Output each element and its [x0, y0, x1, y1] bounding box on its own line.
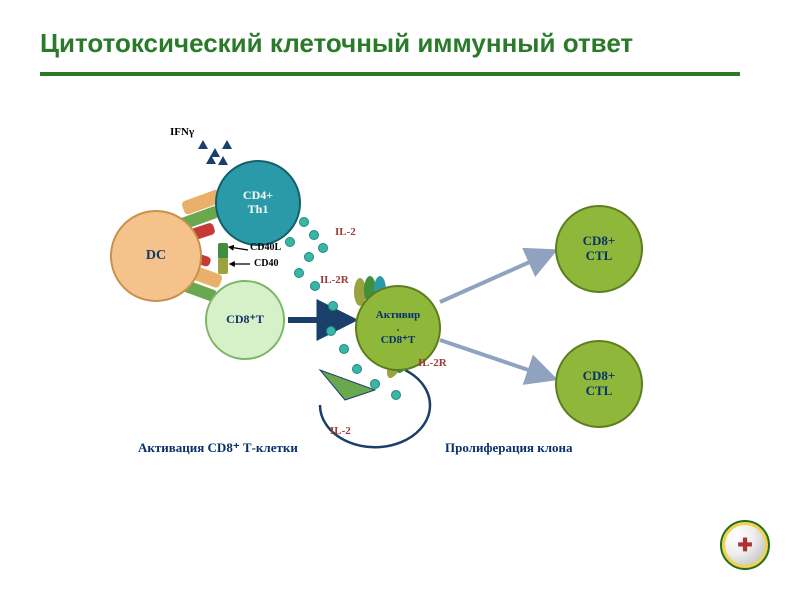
ifng-label: IFNγ: [170, 126, 194, 138]
il2r-label-bottom: IL-2R: [418, 357, 447, 369]
il2-dot: [391, 390, 401, 400]
il2-dot: [294, 268, 304, 278]
slide: Цитотоксический клеточный иммунный ответ: [0, 0, 800, 600]
cd40l-pointer: [229, 247, 248, 250]
il2-dot: [285, 237, 295, 247]
act-label: Активир . CD8⁺T: [376, 309, 420, 347]
il2r-label-top: IL-2R: [320, 274, 349, 286]
cd8t-label: CD8⁺T: [226, 313, 264, 327]
il2-label: IL-2: [335, 226, 356, 238]
ifng-triangle: [218, 156, 228, 165]
il2-dot: [318, 243, 328, 253]
il2-dot: [326, 326, 336, 336]
il2-dot: [310, 281, 320, 291]
cd40-cd40l: [218, 243, 228, 274]
cd40l-label: CD40L: [250, 242, 281, 253]
activation-caption: Активация CD8⁺ Т-клетки: [138, 440, 298, 456]
dc-label: DC: [146, 248, 166, 264]
cd4-cell: CD4+ Th1: [215, 160, 301, 246]
ifng-triangle: [206, 155, 216, 164]
il2-dot: [309, 230, 319, 240]
proliferation-caption: Пролиферация клона: [445, 440, 573, 456]
arrow-act-to-ctl2: [440, 340, 552, 378]
autocrine-arrowhead: [320, 370, 375, 400]
institution-logo: ✚: [720, 520, 770, 570]
arrow-act-to-ctl1: [440, 252, 552, 302]
dc-cell: DC: [110, 210, 202, 302]
il2-dot: [370, 379, 380, 389]
il2-label-bottom: IL-2: [330, 425, 351, 437]
ifng-triangle: [222, 140, 232, 149]
ifng-triangle: [198, 140, 208, 149]
ctl2-label: CD8+ CTL: [583, 369, 616, 399]
il2-dot: [339, 344, 349, 354]
il2-dot: [352, 364, 362, 374]
il2-dot: [299, 217, 309, 227]
cd40-label: CD40: [254, 258, 278, 269]
il2-dot: [328, 301, 338, 311]
cd8t-cell: CD8⁺T: [205, 280, 285, 360]
cd4-label: CD4+ Th1: [243, 189, 273, 217]
il2-dot: [304, 252, 314, 262]
ctl-cell-1: CD8+ CTL: [555, 205, 643, 293]
ctl-cell-2: CD8+ CTL: [555, 340, 643, 428]
ctl1-label: CD8+ CTL: [583, 234, 616, 264]
